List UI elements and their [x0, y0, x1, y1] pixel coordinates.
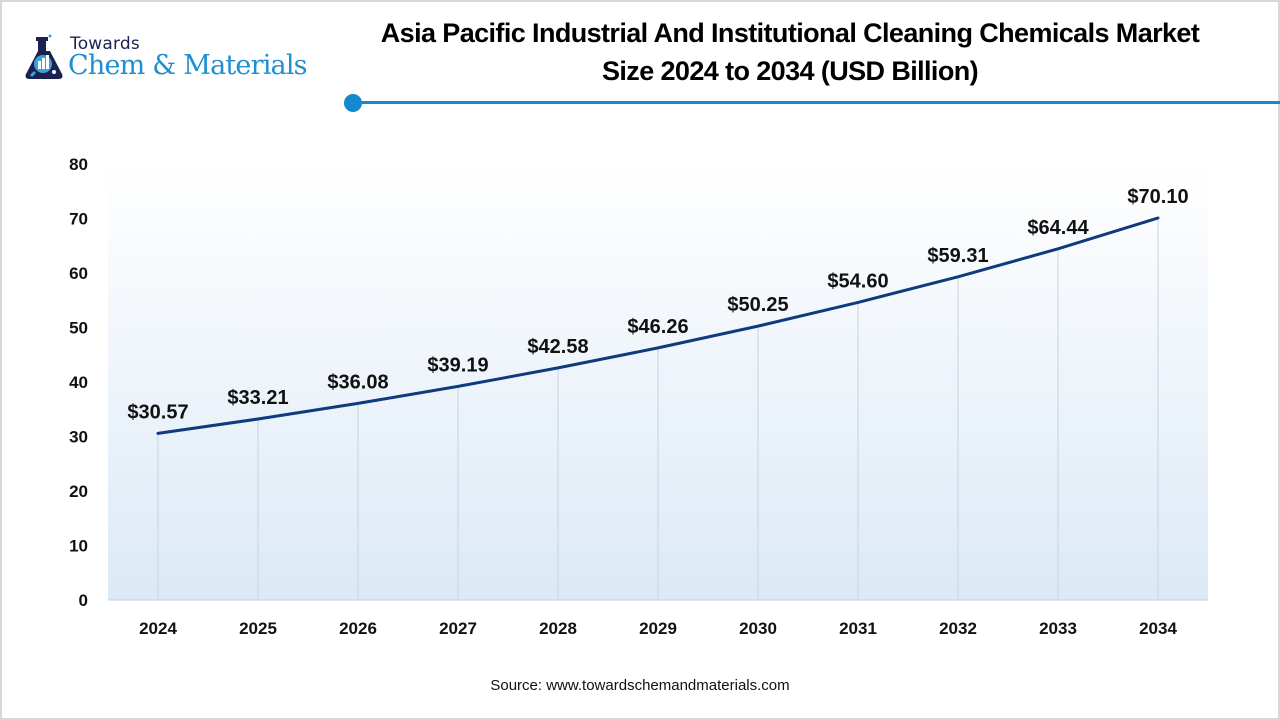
x-tick-label: 2029: [639, 619, 677, 638]
x-tick-label: 2033: [1039, 619, 1077, 638]
x-tick-label: 2026: [339, 619, 377, 638]
data-label: $50.25: [727, 294, 788, 316]
data-label: $30.57: [127, 401, 188, 423]
source-note: Source: www.towardschemandmaterials.com: [490, 677, 790, 694]
x-tick-label: 2031: [839, 619, 877, 638]
x-tick-label: 2025: [239, 619, 277, 638]
x-tick-label: 2030: [739, 619, 777, 638]
y-tick-label: 60: [69, 264, 88, 283]
logo: Towards Chem & Materials: [22, 32, 332, 87]
logo-top-text: Towards: [70, 34, 140, 54]
x-axis: 2024 2025 2026 2027 2028 2029 2030 2031 2032 2033…: [139, 619, 1177, 638]
x-tick-label: 2027: [439, 619, 477, 638]
series-line: [156, 216, 1160, 435]
y-tick-label: 30: [69, 428, 88, 447]
data-label: $54.60: [827, 270, 888, 292]
title-line-1: Asia Pacific Industrial And Institutiona…: [380, 18, 1200, 48]
y-tick-label: 80: [69, 155, 88, 174]
y-tick-label: 70: [69, 210, 88, 229]
x-tick-label: 2032: [939, 619, 977, 638]
data-label: $33.21: [227, 387, 288, 409]
x-tick-label: 2034: [1139, 619, 1177, 638]
flask-chart-icon: [25, 34, 63, 79]
logo-main-text: Chem & Materials: [68, 50, 308, 81]
y-tick-label: 0: [79, 591, 88, 610]
title-divider: [352, 101, 1280, 104]
drop-lines: [157, 217, 1159, 600]
data-label: $36.08: [327, 371, 388, 393]
data-label: $70.10: [1127, 186, 1188, 208]
data-label: $42.58: [527, 336, 588, 358]
data-label: $59.31: [927, 245, 988, 267]
data-label: $64.44: [1027, 217, 1089, 239]
y-tick-label: 40: [69, 373, 88, 392]
page-title: Asia Pacific Industrial And Institutiona…: [300, 14, 1280, 90]
title-divider-dot: [344, 94, 362, 112]
x-tick-label: 2028: [539, 619, 577, 638]
data-labels: $30.57 $33.21 $36.08 $39.19 $42.58 $46.26 $50.…: [127, 186, 1188, 423]
data-label: $46.26: [627, 316, 688, 338]
y-tick-label: 10: [69, 537, 88, 556]
x-tick-label: 2024: [139, 619, 177, 638]
title-line-2: Size 2024 to 2034 (USD Billion): [601, 56, 979, 86]
y-tick-label: 20: [69, 482, 88, 501]
y-axis: 0 10 20 30 40 50 60 70 80: [69, 155, 88, 610]
data-label: $39.19: [427, 354, 488, 376]
y-tick-label: 50: [69, 319, 88, 338]
